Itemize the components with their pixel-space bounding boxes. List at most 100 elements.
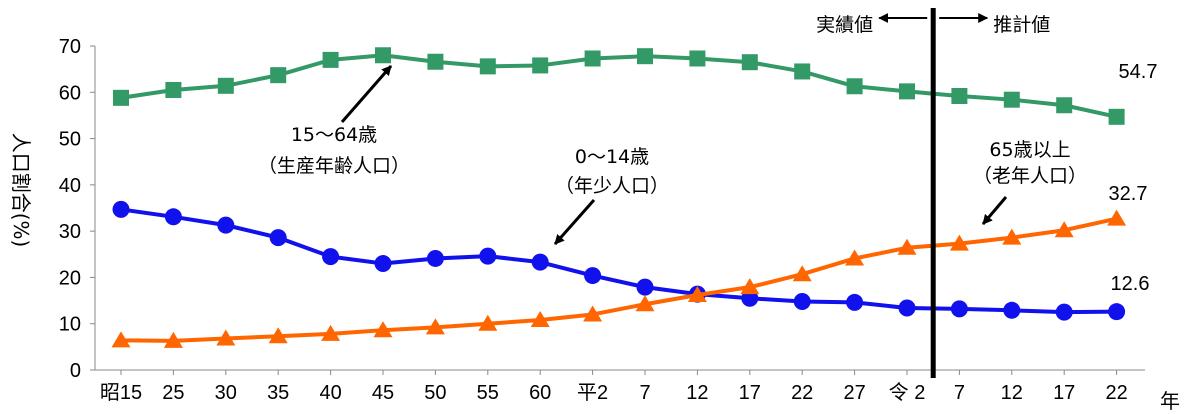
annotation-young: 0～14歳 （年少人口） xyxy=(553,146,669,245)
x-tick-label: 12 xyxy=(1001,382,1023,404)
series-young-point xyxy=(636,278,654,296)
series-young-point xyxy=(898,299,916,317)
series-elderly-point xyxy=(216,329,236,346)
annotation-working-age: 15～64歳 （生産年齢人口） xyxy=(258,65,410,177)
divider: 実績値 推計値 xyxy=(816,8,1050,378)
series-working-point xyxy=(794,63,811,80)
series-elderly-point xyxy=(583,305,603,322)
series-working-point xyxy=(846,78,863,95)
series-elderly xyxy=(111,209,1127,348)
annotation-young-line2: （年少人口） xyxy=(555,175,669,197)
series-young-point xyxy=(164,208,182,226)
y-tick-label: 70 xyxy=(59,36,81,58)
x-tick-label: 令 2 xyxy=(889,381,926,404)
x-tick-label: 27 xyxy=(843,382,865,404)
y-tick-label: 50 xyxy=(59,129,81,151)
series-working-point xyxy=(322,51,339,68)
x-tick-label: 22 xyxy=(1105,382,1127,404)
annotation-elderly-arrow xyxy=(981,196,1008,225)
series-elderly-point xyxy=(635,295,655,312)
series-working-point xyxy=(741,54,758,71)
x-tick-label: 40 xyxy=(319,382,341,404)
series-elderly-point xyxy=(740,278,760,295)
x-ticks: 昭15 25 30 35 40 45 50 55 60 平2 7 12 17 22 27 令 2 7 12 17 22 xyxy=(100,370,1128,404)
x-tick-label: 平2 xyxy=(577,382,608,404)
series-working-point xyxy=(270,67,287,84)
series-elderly-point xyxy=(530,311,550,328)
y-tick-label: 40 xyxy=(59,175,81,197)
x-tick-label: 45 xyxy=(372,382,394,404)
series-young-point xyxy=(1055,303,1073,321)
series-elderly-point xyxy=(425,318,445,335)
y-tick-label: 30 xyxy=(59,221,81,243)
series-elderly-point xyxy=(111,331,131,348)
series-elderly-point xyxy=(1002,228,1022,245)
y-tick-label: 20 xyxy=(59,267,81,289)
series-young-point xyxy=(217,216,235,234)
series-young-point xyxy=(374,255,392,273)
series-working-point xyxy=(951,87,968,104)
end-value-labels: 54.7 32.7 12.6 xyxy=(1109,61,1158,295)
x-tick-label: 7 xyxy=(639,382,650,404)
y-tick-label: 60 xyxy=(59,82,81,104)
x-tick-label: 22 xyxy=(791,382,813,404)
x-axis-unit-label: 年 xyxy=(1160,390,1180,413)
series-working-point xyxy=(165,81,182,98)
annotation-working-age-line2: （生産年齢人口） xyxy=(258,155,410,177)
series-young-point xyxy=(322,248,340,266)
series-layer xyxy=(111,47,1127,348)
series-young-point xyxy=(479,247,497,265)
y-axis-title: 人口割合(%) xyxy=(9,133,33,248)
series-young-point xyxy=(1108,303,1126,321)
x-tick-label: 17 xyxy=(1053,382,1075,404)
series-elderly-point xyxy=(321,324,341,341)
x-tick-label: 30 xyxy=(215,382,237,404)
working-age-end-label: 54.7 xyxy=(1119,61,1158,83)
series-working-point xyxy=(1108,108,1125,125)
annotation-elderly: 65歳以上 （老年人口） xyxy=(973,139,1087,225)
y-tick-label: 10 xyxy=(59,314,81,336)
series-elderly-point xyxy=(268,327,288,344)
series-elderly-point xyxy=(792,265,812,282)
x-tick-label: 25 xyxy=(162,382,184,404)
series-elderly-point xyxy=(897,238,917,255)
actual-values-label: 実績値 xyxy=(816,14,873,36)
series-young-point xyxy=(1003,301,1021,319)
series-young-point xyxy=(950,300,968,318)
series-working-point xyxy=(1003,91,1020,108)
series-working xyxy=(113,47,1125,125)
annotation-elderly-line1: 65歳以上 xyxy=(989,139,1070,161)
series-young-point xyxy=(426,249,444,267)
series-young-point xyxy=(846,293,864,311)
series-young-point xyxy=(269,229,287,247)
x-tick-label: 昭15 xyxy=(100,382,142,404)
series-young-point xyxy=(112,200,130,218)
series-elderly-point xyxy=(163,331,183,348)
elderly-end-label: 32.7 xyxy=(1109,183,1148,205)
series-elderly-point xyxy=(1054,221,1074,238)
series-elderly-point xyxy=(845,249,865,266)
young-end-label: 12.6 xyxy=(1111,273,1150,295)
series-young-line xyxy=(120,207,1117,315)
series-working-point xyxy=(479,58,496,75)
x-tick-label: 12 xyxy=(686,382,708,404)
series-working-point xyxy=(217,77,234,94)
x-tick-label: 7 xyxy=(954,382,965,404)
series-elderly-point xyxy=(373,321,393,338)
annotation-young-line1: 0～14歳 xyxy=(575,146,649,168)
annotation-elderly-line2: （老年人口） xyxy=(973,165,1087,187)
y-axis-label: 人口割合(%) xyxy=(9,133,33,248)
series-young-point xyxy=(584,267,602,285)
x-tick-label: 50 xyxy=(424,382,446,404)
series-working-point xyxy=(532,57,549,74)
annotation-young-arrow xyxy=(553,199,596,245)
series-working-point xyxy=(427,53,444,70)
series-working-point xyxy=(113,89,129,106)
series-working-line xyxy=(120,53,1118,119)
series-elderly-point xyxy=(687,286,707,303)
projected-values-label: 推計値 xyxy=(993,14,1050,36)
series-young xyxy=(112,200,1126,321)
series-elderly-point xyxy=(949,234,969,251)
